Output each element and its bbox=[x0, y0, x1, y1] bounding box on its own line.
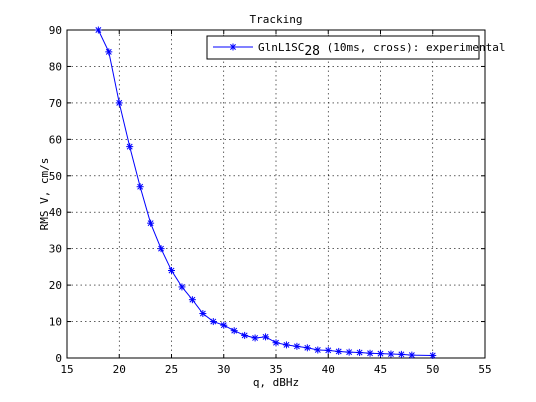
legend-marker bbox=[229, 43, 237, 51]
axes-box bbox=[66, 29, 486, 359]
y-tick-label: 10 bbox=[49, 316, 62, 329]
data-point bbox=[136, 183, 144, 191]
legend-box bbox=[206, 35, 480, 60]
data-point bbox=[262, 333, 270, 341]
data-point bbox=[188, 296, 196, 304]
y-tick-label: 50 bbox=[49, 170, 62, 183]
data-point bbox=[366, 349, 374, 357]
legend-entry-text: GlnL1SC28 (10ms, cross): experimental bbox=[258, 41, 505, 59]
data-point bbox=[314, 346, 322, 354]
data-point bbox=[178, 283, 186, 291]
plot-area bbox=[67, 30, 485, 358]
data-point bbox=[408, 351, 416, 359]
y-tick-label: 60 bbox=[49, 133, 62, 146]
x-tick-label: 30 bbox=[217, 363, 230, 376]
axes bbox=[66, 29, 486, 359]
data-point bbox=[241, 331, 249, 339]
data-point bbox=[199, 310, 207, 318]
x-tick-label: 50 bbox=[426, 363, 439, 376]
y-tick-label: 0 bbox=[55, 352, 62, 365]
x-axis-label: q, dBHz bbox=[253, 376, 299, 389]
y-tick-label: 80 bbox=[49, 60, 62, 73]
data-point bbox=[282, 341, 290, 349]
data-point bbox=[209, 318, 217, 326]
data-point bbox=[387, 350, 395, 358]
data-point bbox=[324, 346, 332, 354]
legend-entry-subscript: 28 bbox=[304, 44, 320, 59]
legend-marker-asterisk bbox=[229, 43, 237, 51]
data-point bbox=[147, 219, 155, 227]
data-point bbox=[397, 350, 405, 358]
y-tick-label: 70 bbox=[49, 97, 62, 110]
y-axis-label: RMS V, cm/s bbox=[38, 158, 51, 231]
y-tick-label: 90 bbox=[49, 24, 62, 37]
x-tick-label: 45 bbox=[374, 363, 387, 376]
legend-entry-main: GlnL1SC bbox=[258, 41, 304, 54]
data-point bbox=[105, 48, 113, 56]
x-tick-label: 40 bbox=[322, 363, 335, 376]
data-point bbox=[115, 99, 123, 107]
data-point bbox=[251, 334, 259, 342]
chart-title: Tracking bbox=[250, 13, 303, 26]
data-point bbox=[303, 344, 311, 352]
y-tick-label: 40 bbox=[49, 206, 62, 219]
data-point bbox=[356, 349, 364, 357]
data-point bbox=[345, 348, 353, 356]
x-tick-label: 55 bbox=[478, 363, 491, 376]
series-layer bbox=[94, 26, 437, 359]
x-tick-label: 25 bbox=[165, 363, 178, 376]
data-point bbox=[335, 347, 343, 355]
data-point bbox=[272, 339, 280, 347]
data-point bbox=[94, 26, 102, 34]
data-point bbox=[126, 143, 134, 151]
data-point bbox=[293, 342, 301, 350]
x-tick-label: 15 bbox=[60, 363, 73, 376]
y-tick-labels: 0 10 20 30 40 50 60 70 80 90 bbox=[49, 24, 62, 365]
y-tick-label: 20 bbox=[49, 279, 62, 292]
data-point bbox=[377, 350, 384, 358]
x-tick-label: 35 bbox=[269, 363, 282, 376]
grid-lines bbox=[67, 30, 485, 358]
legend: GlnL1SC28 (10ms, cross): experimental bbox=[206, 35, 505, 60]
y-tick-label: 30 bbox=[49, 243, 62, 256]
data-point bbox=[230, 327, 238, 335]
data-point bbox=[429, 351, 437, 359]
data-point bbox=[157, 245, 165, 253]
x-tick-label: 20 bbox=[113, 363, 126, 376]
data-point bbox=[168, 267, 175, 275]
legend-entry-rest: (10ms, cross): experimental bbox=[320, 41, 505, 54]
data-point bbox=[220, 321, 228, 329]
x-tick-labels: 15 20 25 30 35 40 45 50 55 bbox=[60, 363, 491, 376]
